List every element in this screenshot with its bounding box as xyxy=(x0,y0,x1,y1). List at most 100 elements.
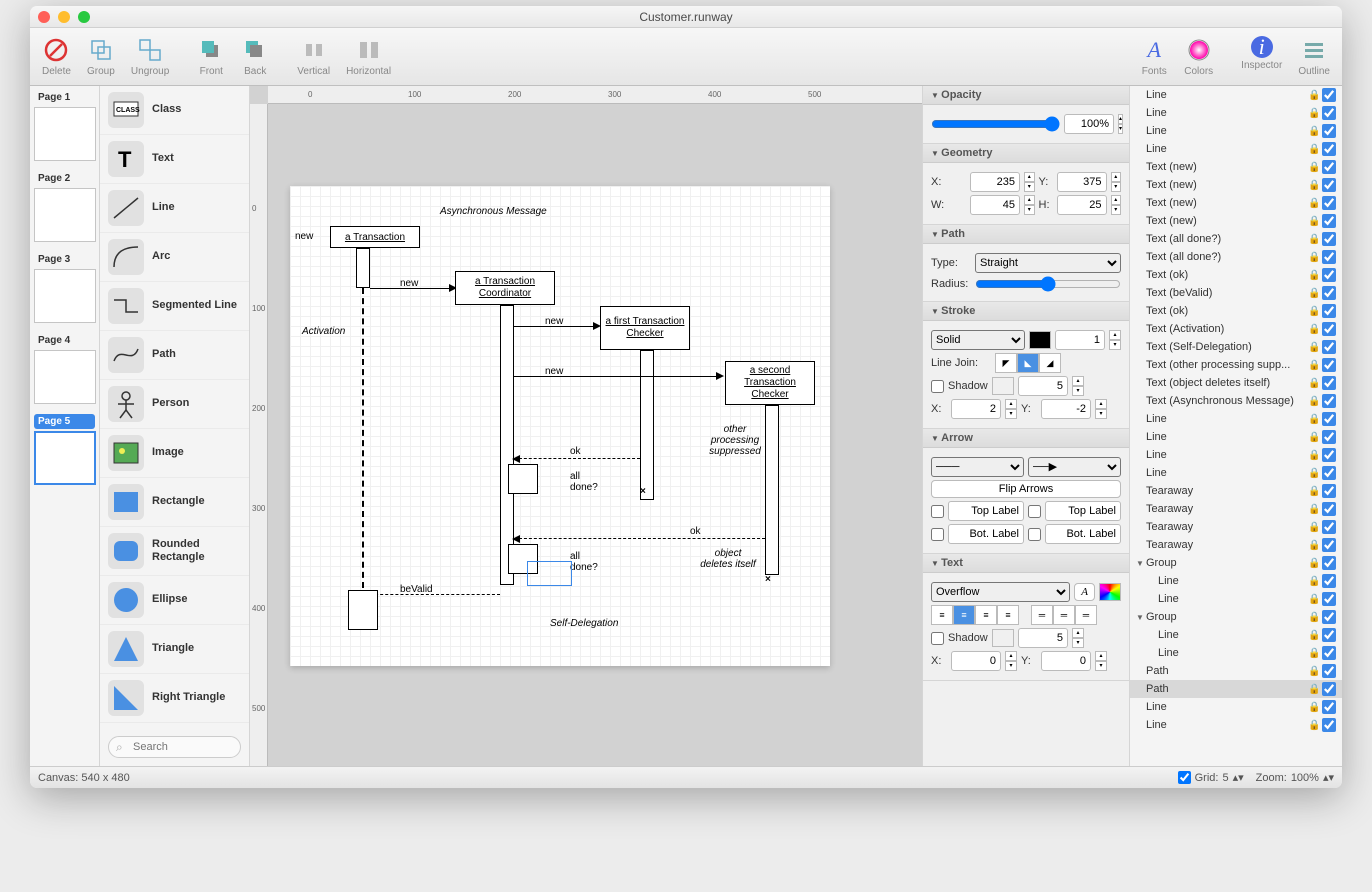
shadow-size-input[interactable] xyxy=(1018,376,1068,396)
lock-icon[interactable]: 🔒 xyxy=(1308,288,1322,299)
group-button[interactable]: Group xyxy=(83,36,119,77)
text-shadow-x-input[interactable] xyxy=(951,651,1001,671)
visibility-checkbox[interactable] xyxy=(1322,538,1336,552)
outline-row[interactable]: Line🔒 xyxy=(1130,122,1342,140)
shadow-y-stepper[interactable]: ▴▾ xyxy=(1095,399,1107,419)
shape-segmented-line[interactable]: Segmented Line xyxy=(100,282,249,331)
canvas[interactable]: new a Transaction Asynchronous Message A… xyxy=(290,186,830,666)
lock-icon[interactable]: 🔒 xyxy=(1308,702,1322,713)
lock-icon[interactable]: 🔒 xyxy=(1308,630,1322,641)
visibility-checkbox[interactable] xyxy=(1322,106,1336,120)
zoom-stepper[interactable]: ▴▾ xyxy=(1323,771,1334,784)
lock-icon[interactable]: 🔒 xyxy=(1308,198,1322,209)
outline-row[interactable]: Text (beValid)🔒 xyxy=(1130,284,1342,302)
visibility-checkbox[interactable] xyxy=(1322,466,1336,480)
front-button[interactable]: Front xyxy=(193,36,229,77)
shape-rounded-rectangle[interactable]: Rounded Rectangle xyxy=(100,527,249,576)
shadow-color-swatch[interactable] xyxy=(992,377,1014,395)
visibility-checkbox[interactable] xyxy=(1322,304,1336,318)
shape-image[interactable]: Image xyxy=(100,429,249,478)
inspector-button[interactable]: iInspector xyxy=(1237,36,1286,77)
text-shadow-size-input[interactable] xyxy=(1018,628,1068,648)
text-shadow-color-swatch[interactable] xyxy=(992,629,1014,647)
visibility-checkbox[interactable] xyxy=(1322,628,1336,642)
top-label-2-input[interactable] xyxy=(1045,501,1121,521)
x-input[interactable] xyxy=(970,172,1020,192)
arrow-start-select[interactable]: ─── xyxy=(931,457,1024,477)
outline-row[interactable]: Text (new)🔒 xyxy=(1130,176,1342,194)
grid-checkbox[interactable] xyxy=(1178,771,1191,784)
visibility-checkbox[interactable] xyxy=(1322,592,1336,606)
text-shadow-y-input[interactable] xyxy=(1041,651,1091,671)
shape-rectangle[interactable]: Rectangle xyxy=(100,478,249,527)
lock-icon[interactable]: 🔒 xyxy=(1308,612,1322,623)
outline-row[interactable]: Line🔒 xyxy=(1130,698,1342,716)
lock-icon[interactable]: 🔒 xyxy=(1308,720,1322,731)
shape-person[interactable]: Person xyxy=(100,380,249,429)
outline-row[interactable]: Text (new)🔒 xyxy=(1130,158,1342,176)
lock-icon[interactable]: 🔒 xyxy=(1308,576,1322,587)
shape-text[interactable]: TText xyxy=(100,135,249,184)
outline-row[interactable]: Text (all done?)🔒 xyxy=(1130,248,1342,266)
opacity-slider[interactable] xyxy=(931,116,1060,132)
bot-label-1-input[interactable] xyxy=(948,524,1024,544)
lock-icon[interactable]: 🔒 xyxy=(1308,234,1322,245)
visibility-checkbox[interactable] xyxy=(1322,610,1336,624)
shape-search-input[interactable] xyxy=(108,736,241,758)
activation-bar[interactable] xyxy=(356,248,370,288)
outline-row[interactable]: Text (new)🔒 xyxy=(1130,194,1342,212)
text-header[interactable]: Text xyxy=(923,554,1129,573)
lock-icon[interactable]: 🔒 xyxy=(1308,324,1322,335)
activation-bar[interactable] xyxy=(500,305,514,585)
visibility-checkbox[interactable] xyxy=(1322,484,1336,498)
visibility-checkbox[interactable] xyxy=(1322,286,1336,300)
lock-icon[interactable]: 🔒 xyxy=(1308,648,1322,659)
lock-icon[interactable]: 🔒 xyxy=(1308,180,1322,191)
visibility-checkbox[interactable] xyxy=(1322,394,1336,408)
visibility-checkbox[interactable] xyxy=(1322,700,1336,714)
lock-icon[interactable]: 🔒 xyxy=(1308,108,1322,119)
lock-icon[interactable]: 🔒 xyxy=(1308,360,1322,371)
visibility-checkbox[interactable] xyxy=(1322,664,1336,678)
outline-row[interactable]: Line🔒 xyxy=(1130,410,1342,428)
outline-row[interactable]: Text (new)🔒 xyxy=(1130,212,1342,230)
visibility-checkbox[interactable] xyxy=(1322,556,1336,570)
ungroup-button[interactable]: Ungroup xyxy=(127,36,173,77)
lock-icon[interactable]: 🔒 xyxy=(1308,126,1322,137)
w-input[interactable] xyxy=(970,195,1020,215)
visibility-checkbox[interactable] xyxy=(1322,124,1336,138)
lock-icon[interactable]: 🔒 xyxy=(1308,468,1322,479)
visibility-checkbox[interactable] xyxy=(1322,502,1336,516)
shape-class[interactable]: CLASSClass xyxy=(100,86,249,135)
top-label-2-checkbox[interactable] xyxy=(1028,505,1041,518)
visibility-checkbox[interactable] xyxy=(1322,322,1336,336)
shape-line[interactable]: Line xyxy=(100,184,249,233)
outline-row[interactable]: Line🔒 xyxy=(1130,572,1342,590)
shape-path[interactable]: Path xyxy=(100,331,249,380)
text-color-swatch[interactable] xyxy=(1099,583,1121,601)
page-thumb-4[interactable]: Page 4 xyxy=(30,329,99,410)
page-thumb-2[interactable]: Page 2 xyxy=(30,167,99,248)
lock-icon[interactable]: 🔒 xyxy=(1308,216,1322,227)
object-box[interactable]: a Transaction Coordinator xyxy=(455,271,555,305)
text-shadow-checkbox[interactable] xyxy=(931,632,944,645)
outline-row[interactable]: Text (Asynchronous Message)🔒 xyxy=(1130,392,1342,410)
canvas-area[interactable]: 0100200300400500 0100200300400500 new a … xyxy=(250,86,922,766)
arrow-header[interactable]: Arrow xyxy=(923,429,1129,448)
outline-row[interactable]: Text (ok)🔒 xyxy=(1130,302,1342,320)
lock-icon[interactable]: 🔒 xyxy=(1308,144,1322,155)
visibility-checkbox[interactable] xyxy=(1322,196,1336,210)
top-label-1-input[interactable] xyxy=(948,501,1024,521)
outline-row[interactable]: Text (ok)🔒 xyxy=(1130,266,1342,284)
visibility-checkbox[interactable] xyxy=(1322,430,1336,444)
page-thumb-3[interactable]: Page 3 xyxy=(30,248,99,329)
grid-stepper[interactable]: ▴▾ xyxy=(1233,771,1244,784)
activation-bar[interactable] xyxy=(508,464,538,494)
lock-icon[interactable]: 🔒 xyxy=(1308,504,1322,515)
visibility-checkbox[interactable] xyxy=(1322,358,1336,372)
lock-icon[interactable]: 🔒 xyxy=(1308,270,1322,281)
disclosure-triangle[interactable]: ▼ xyxy=(1136,613,1146,622)
lock-icon[interactable]: 🔒 xyxy=(1308,684,1322,695)
outline-row[interactable]: Line🔒 xyxy=(1130,86,1342,104)
lock-icon[interactable]: 🔒 xyxy=(1308,558,1322,569)
